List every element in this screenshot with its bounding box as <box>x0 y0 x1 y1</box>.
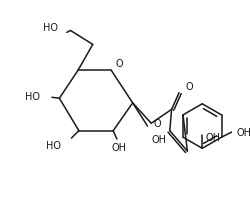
Text: OH: OH <box>206 133 221 143</box>
Text: OH: OH <box>111 143 126 153</box>
Text: HO: HO <box>42 23 58 33</box>
Text: HO: HO <box>25 92 40 102</box>
Text: OH: OH <box>151 135 166 145</box>
Text: O: O <box>153 119 161 129</box>
Text: O: O <box>186 82 193 92</box>
Text: OH: OH <box>236 128 250 139</box>
Text: O: O <box>116 59 124 69</box>
Text: HO: HO <box>46 141 61 152</box>
